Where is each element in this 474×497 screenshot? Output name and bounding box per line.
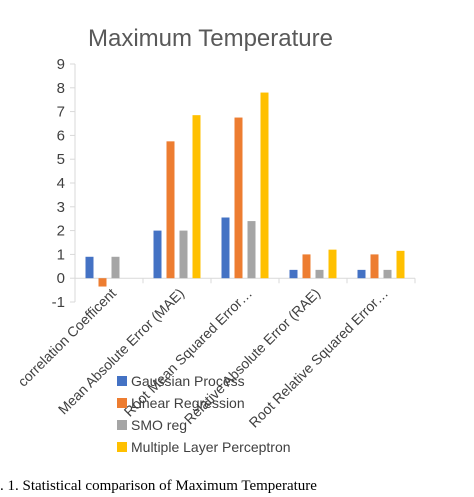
bar-smo-reg-1	[111, 256, 120, 279]
y-tick-label: 2	[57, 223, 65, 240]
legend-label: Gaussian Process	[131, 373, 245, 389]
bar-gaussian-process-2	[153, 230, 162, 279]
bar-smo-reg-5	[383, 269, 392, 279]
bar-multiple-layer-perceptron-4	[328, 249, 337, 279]
y-tick-label: 8	[57, 80, 65, 97]
y-tick-label: 3	[57, 199, 65, 216]
legend-swatch	[117, 376, 127, 386]
bar-linear-regression-1	[98, 278, 107, 287]
category-label: Root Relative Squared Error…	[246, 285, 392, 431]
bar-multiple-layer-perceptron-3	[260, 92, 269, 279]
y-tick-label: 4	[57, 175, 65, 192]
bar-multiple-layer-perceptron-5	[396, 250, 405, 279]
bar-linear-regression-3	[234, 117, 243, 279]
legend-swatch	[117, 442, 127, 452]
bar-linear-regression-2	[166, 141, 175, 279]
axes	[70, 63, 416, 303]
bar-multiple-layer-perceptron-2	[192, 115, 201, 279]
bar-gaussian-process-5	[357, 269, 366, 279]
bar-gaussian-process-3	[221, 217, 230, 279]
figure-caption: . 1. Statistical comparison of Maximum T…	[0, 478, 317, 494]
bar-linear-regression-4	[302, 254, 311, 279]
bar-gaussian-process-4	[289, 269, 298, 279]
y-tick-label: 0	[57, 270, 65, 287]
legend: Gaussian Process Linear Regression SMO reg…	[117, 373, 291, 455]
y-tick-label: 5	[57, 151, 65, 168]
bar-gaussian-process-1	[85, 256, 94, 279]
y-tick-label: 9	[57, 56, 65, 73]
legend-label: Linear Regression	[131, 395, 245, 411]
legend-swatch	[117, 398, 127, 408]
bar-smo-reg-2	[179, 230, 188, 279]
legend-label: SMO reg	[131, 417, 187, 433]
bar-smo-reg-4	[315, 269, 324, 279]
bars	[85, 92, 405, 287]
y-tick-labels: 9 8 7 6 5 4 3 2 1 0 -1	[52, 56, 65, 311]
legend-label: Multiple Layer Perceptron	[131, 439, 291, 455]
bar-smo-reg-3	[247, 221, 256, 279]
y-tick-label: 7	[57, 104, 65, 121]
bar-linear-regression-5	[370, 254, 379, 279]
chart-title: Maximum Temperature	[88, 25, 333, 52]
legend-swatch	[117, 420, 127, 430]
y-tick-label: -1	[52, 294, 65, 311]
y-tick-label: 6	[57, 127, 65, 144]
y-tick-label: 1	[57, 246, 65, 263]
